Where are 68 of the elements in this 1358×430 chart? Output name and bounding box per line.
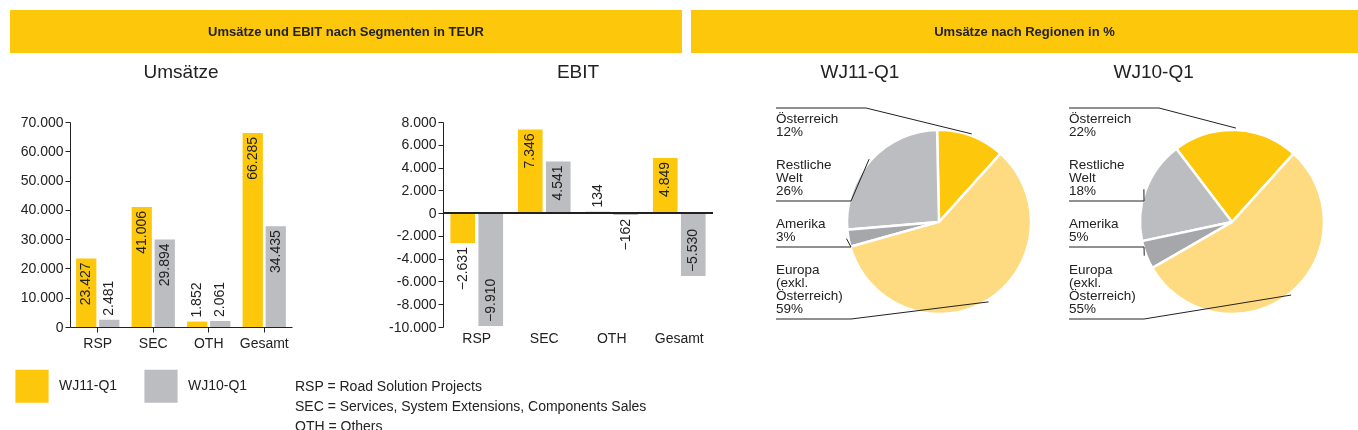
data-label: 2.481	[100, 280, 117, 316]
y-tick-label: 0	[55, 318, 64, 335]
y-tick-label: -10.000	[389, 318, 437, 335]
y-tick-label: 8.000	[401, 113, 437, 130]
y-tick-label: 0	[428, 204, 437, 221]
data-label: 34.435	[266, 229, 283, 273]
data-label: −5.530	[684, 228, 701, 273]
x-tick-label: OTH	[596, 329, 627, 346]
y-tick-label: 40.000	[20, 201, 64, 218]
chart-title: Umsätze	[143, 61, 219, 82]
text: RSP = Road Solution Projects	[295, 377, 483, 396]
x-tick-label: RSP	[462, 329, 492, 346]
slice-label: Amerika	[1069, 216, 1119, 231]
x-tick-label: RSP	[83, 334, 113, 351]
slice-label: Europa (exkl. Österreich)	[776, 262, 843, 303]
data-label: 4.849	[656, 161, 673, 197]
y-tick-label: -6.000	[396, 272, 437, 289]
slice-label: Restliche Welt	[776, 157, 832, 185]
chart-title: WJ11-Q1	[820, 61, 900, 82]
y-tick-label: 60.000	[20, 142, 64, 159]
data-label: 41.006	[132, 210, 149, 254]
data-label: 2.061	[211, 281, 228, 317]
data-label: −9.910	[481, 278, 498, 322]
y-tick-label: 50.000	[20, 172, 64, 189]
x-tick-label: Gesamt	[239, 334, 289, 351]
data-label: −162	[616, 218, 633, 251]
y-tick-label: -4.000	[396, 250, 437, 267]
data-label: 4.541	[549, 165, 566, 201]
y-tick-label: 4.000	[401, 159, 437, 176]
data-label: 29.894	[155, 243, 172, 287]
slice-label: Österreich	[776, 111, 839, 126]
data-label: 134	[588, 184, 605, 208]
y-tick-label: -2.000	[396, 227, 437, 244]
x-tick-label: SEC	[529, 329, 559, 346]
y-tick-label: 70.000	[20, 113, 64, 130]
data-label: 1.852	[188, 282, 205, 318]
slice-label: Restliche Welt	[1069, 157, 1125, 185]
data-label: 66.285	[243, 136, 260, 180]
y-tick-label: 30.000	[20, 230, 64, 247]
x-tick-label: Gesamt	[654, 329, 704, 346]
slice-label: Amerika	[776, 216, 826, 231]
data-label: 3%	[776, 229, 796, 244]
data-label: −2.631	[453, 246, 470, 291]
data-label: 23.427	[77, 262, 94, 306]
data-label: 22%	[1069, 124, 1097, 139]
chart-title: EBIT	[556, 61, 600, 82]
text: SEC = Services, System Extensions, Components Sales	[295, 397, 647, 416]
data-label: 26%	[776, 183, 804, 198]
data-label: 59%	[776, 301, 804, 316]
y-tick-label: -8.000	[396, 295, 437, 312]
data-label: 12%	[776, 124, 804, 139]
y-tick-label: 10.000	[20, 289, 64, 306]
y-tick-label: 6.000	[401, 136, 437, 153]
slice-label: Österreich	[1069, 111, 1132, 126]
data-label: 7.346	[521, 133, 538, 169]
slice-label: Europa (exkl. Österreich)	[1069, 262, 1136, 303]
legend-label: WJ11-Q1	[59, 377, 118, 394]
data-label: 18%	[1069, 183, 1097, 198]
legend-label: WJ10-Q1	[188, 377, 248, 394]
text: Umsätze nach Regionen in %	[691, 10, 1358, 53]
x-tick-label: SEC	[138, 334, 168, 351]
x-tick-label: OTH	[193, 334, 224, 351]
chart-title: WJ10-Q1	[1113, 61, 1194, 82]
data-label: 55%	[1069, 301, 1097, 316]
text: Umsätze und EBIT nach Segmenten in TEUR	[10, 10, 682, 53]
y-tick-label: 20.000	[20, 259, 64, 276]
y-tick-label: 2.000	[401, 181, 437, 198]
data-label: 5%	[1069, 229, 1089, 244]
